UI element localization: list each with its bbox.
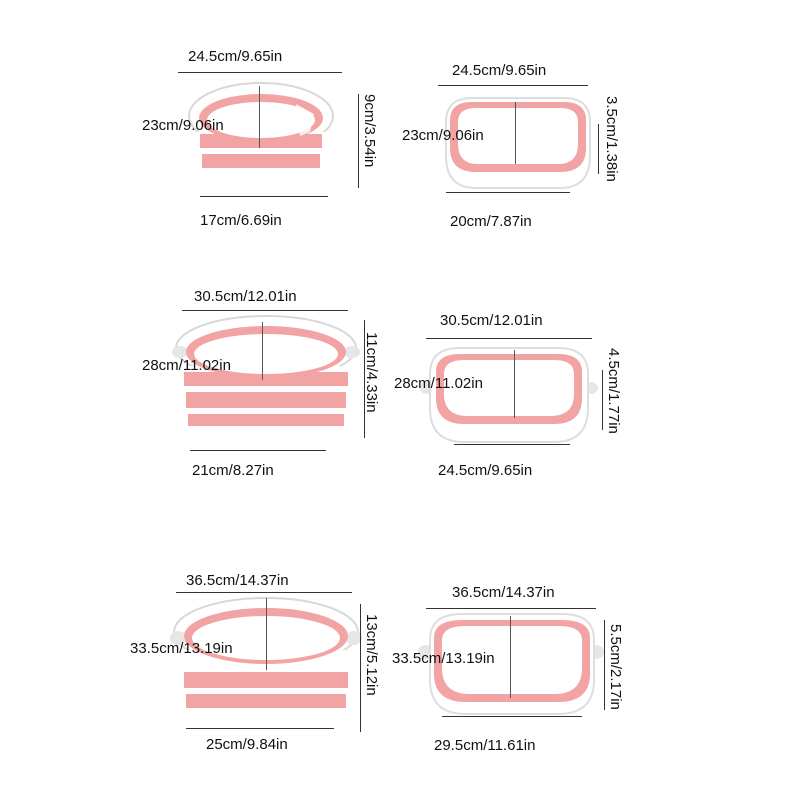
height-line (602, 370, 603, 430)
height-line (358, 94, 359, 188)
height-label: 13cm/5.12in (363, 614, 380, 696)
depth-line (514, 350, 515, 418)
panel-medium-open: 30.5cm/12.01in 28cm/11.02in 11cm/4.33in … (130, 280, 380, 480)
inner-depth-label: 33.5cm/13.19in (130, 640, 233, 657)
depth-line (515, 102, 516, 164)
bottom-width-line (190, 450, 326, 451)
inner-depth-label: 28cm/11.02in (394, 375, 483, 392)
depth-line (510, 616, 511, 698)
top-width-label: 36.5cm/14.37in (186, 572, 289, 589)
height-label: 3.5cm/1.38in (603, 96, 620, 182)
top-width-line (176, 592, 352, 593)
bottom-width-line (200, 196, 328, 197)
collapsible-basin-image (420, 347, 598, 443)
bottom-width-label: 17cm/6.69in (200, 212, 282, 229)
top-width-label: 24.5cm/9.65in (452, 62, 547, 79)
height-line (364, 320, 365, 438)
height-line (360, 604, 361, 732)
top-width-line (438, 85, 588, 86)
bottom-width-line (442, 716, 582, 717)
inner-depth-label: 28cm/11.02in (142, 357, 231, 374)
top-width-label: 30.5cm/12.01in (440, 312, 543, 329)
collapsible-basin-image (445, 97, 591, 189)
height-line (598, 124, 599, 174)
bottom-width-line (454, 444, 570, 445)
top-width-label: 30.5cm/12.01in (194, 288, 297, 305)
inner-depth-label: 23cm/9.06in (142, 117, 224, 134)
bottom-width-label: 20cm/7.87in (450, 213, 532, 230)
collapsible-basin-image (172, 315, 360, 436)
top-width-line (178, 72, 342, 73)
top-width-line (426, 608, 596, 609)
panel-small-folded: 24.5cm/9.65in 23cm/9.06in 3.5cm/1.38in 2… (400, 50, 640, 250)
height-label: 11cm/4.33in (363, 332, 380, 413)
top-width-line (426, 338, 592, 339)
bottom-width-label: 21cm/8.27in (192, 462, 274, 479)
bottom-width-label: 29.5cm/11.61in (434, 737, 536, 754)
top-width-label: 36.5cm/14.37in (452, 584, 555, 601)
collapsible-basin-image (188, 82, 334, 180)
inner-depth-label: 23cm/9.06in (402, 127, 484, 144)
panel-medium-folded: 30.5cm/12.01in 28cm/11.02in 4.5cm/1.77in… (394, 300, 634, 500)
height-line (604, 620, 605, 710)
depth-line (259, 86, 260, 148)
height-label: 5.5cm/2.17in (607, 624, 624, 710)
height-label: 9cm/3.54in (361, 94, 378, 168)
bottom-width-label: 25cm/9.84in (206, 736, 288, 753)
bottom-width-line (446, 192, 570, 193)
panel-small-open: 24.5cm/9.65in 23cm/9.06in 9cm/3.54in 17c… (130, 40, 378, 240)
top-width-line (182, 310, 348, 311)
panel-large-open: 36.5cm/14.37in 33.5cm/13.19in 13cm/5.12i… (130, 560, 380, 760)
top-width-label: 24.5cm/9.65in (188, 48, 283, 65)
collapsible-basin-image (170, 597, 362, 718)
panel-large-folded: 36.5cm/14.37in 33.5cm/13.19in 5.5cm/2.17… (392, 570, 632, 770)
collapsible-basin-image (418, 613, 604, 715)
inner-depth-label: 33.5cm/13.19in (392, 650, 495, 667)
bottom-width-line (186, 728, 334, 729)
depth-line (266, 598, 267, 670)
depth-line (262, 322, 263, 380)
bottom-width-label: 24.5cm/9.65in (438, 462, 533, 479)
height-label: 4.5cm/1.77in (605, 348, 622, 434)
